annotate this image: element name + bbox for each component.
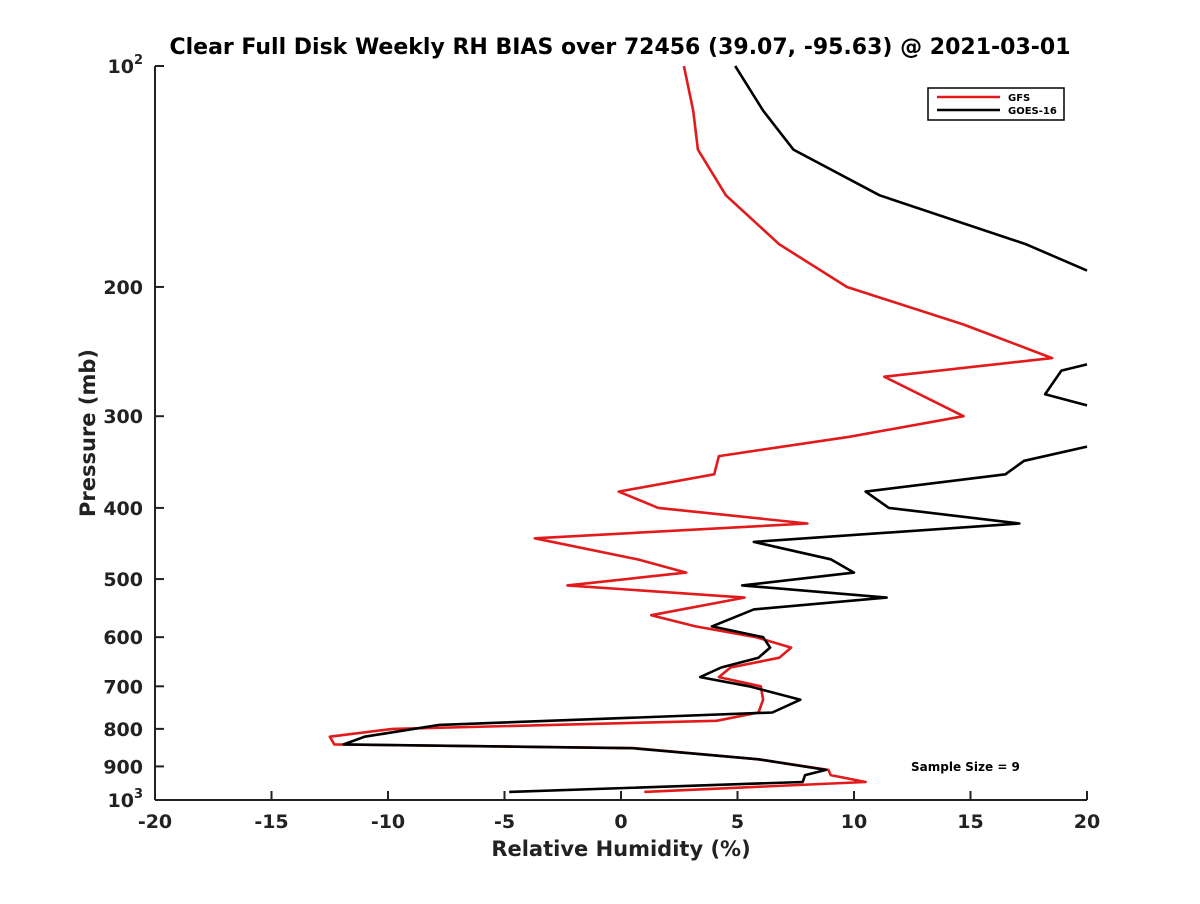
y-tick-label: 800	[103, 719, 143, 741]
y-tick-label: 102	[108, 53, 144, 78]
y-tick-label: 600	[103, 627, 143, 649]
x-axis-label: Relative Humidity (%)	[491, 837, 750, 861]
y-tick-label: 700	[103, 676, 143, 698]
y-tick-exponent: 2	[134, 53, 143, 68]
y-tick-base: 10	[108, 56, 134, 78]
chart-title: Clear Full Disk Weekly RH BIAS over 7245…	[169, 35, 1070, 60]
y-axis-label: Pressure (mb)	[76, 349, 100, 517]
series-line-gfs	[328, 65, 1054, 794]
y-tick-label: 300	[103, 406, 143, 428]
y-tick-label: 103	[108, 787, 144, 812]
series-line-goes-16	[342, 65, 1088, 794]
y-tick-label: 200	[103, 277, 143, 299]
legend: GFS GOES-16	[927, 87, 1065, 121]
legend-box	[927, 87, 1065, 121]
x-tick-label: -10	[371, 811, 405, 833]
x-tick-label: 0	[614, 811, 627, 833]
x-tick-label: -5	[494, 811, 515, 833]
series-layer	[328, 65, 1088, 794]
x-tick-label: 15	[957, 811, 983, 833]
x-tick-label: 10	[841, 811, 867, 833]
y-tick-label: 900	[103, 756, 143, 778]
y-tick-exponent: 3	[134, 787, 143, 802]
plot-area: -20 -15 -10 -5 0 5 10 15 20 10220030040050060070…	[103, 53, 1100, 833]
x-tick-label: 20	[1074, 811, 1100, 833]
x-tick-label: 5	[731, 811, 744, 833]
x-tick-label: -20	[138, 811, 172, 833]
legend-goes16-label: GOES-16	[1008, 106, 1057, 117]
sample-size-annotation: Sample Size = 9	[911, 760, 1020, 774]
y-tick-label: 400	[103, 498, 143, 520]
y-tick-base: 10	[108, 790, 134, 812]
legend-gfs-label: GFS	[1008, 93, 1030, 104]
x-tick-label: -15	[254, 811, 288, 833]
x-ticks: -20 -15 -10 -5 0 5 10 15 20	[138, 791, 1100, 833]
y-tick-label: 500	[103, 569, 143, 591]
